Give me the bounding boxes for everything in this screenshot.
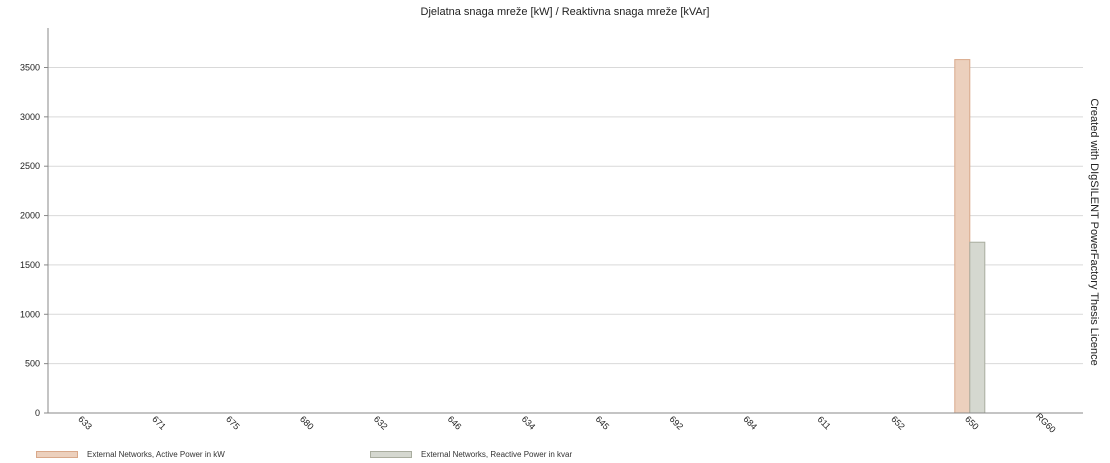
x-axis-ticks: 633 671 675 680 632 646 634 645 692 684 611 652 650 R… bbox=[76, 411, 1057, 435]
grid-lines bbox=[48, 66, 1083, 365]
y-tick-label: 3000 bbox=[20, 112, 40, 122]
legend-label-reactive-power: External Networks, Reactive Power in kva… bbox=[421, 450, 573, 459]
x-tick-label: 634 bbox=[520, 414, 538, 432]
y-tick-label: 1000 bbox=[20, 309, 40, 319]
x-tick-label: 646 bbox=[446, 414, 464, 432]
y-tick-label: 500 bbox=[25, 359, 40, 369]
y-tick-label: 2000 bbox=[20, 211, 40, 221]
legend-swatch-reactive-power bbox=[370, 451, 412, 459]
y-tick-label: 2500 bbox=[20, 161, 40, 171]
y-axis-ticks: 0 500 1000 1500 2000 2500 3000 3500 bbox=[20, 62, 48, 418]
x-tick-label: 671 bbox=[150, 414, 168, 432]
x-tick-label: 652 bbox=[889, 414, 907, 432]
x-tick-label: 680 bbox=[298, 414, 316, 432]
watermark-text: Created with DIgSILENT PowerFactory Thes… bbox=[1088, 98, 1100, 366]
x-tick-label: 650 bbox=[963, 414, 981, 432]
y-tick-label: 1500 bbox=[20, 260, 40, 270]
x-tick-label: 633 bbox=[76, 414, 94, 432]
bar-reactive-power-650 bbox=[969, 241, 986, 414]
chart-title: Djelatna snaga mreže [kW] / Reaktivna sn… bbox=[420, 6, 710, 18]
x-tick-label: 632 bbox=[372, 414, 390, 432]
legend-swatch-active-power bbox=[36, 451, 78, 459]
x-tick-label: 684 bbox=[741, 414, 759, 432]
x-tick-label: 692 bbox=[667, 414, 685, 432]
legend-item-reactive-power: External Networks, Reactive Power in kva… bbox=[370, 450, 572, 459]
bars bbox=[954, 59, 986, 414]
x-tick-label: 611 bbox=[816, 414, 833, 431]
bar-active-power-650 bbox=[954, 59, 971, 414]
x-tick-label: 645 bbox=[594, 414, 612, 432]
y-tick-label: 3500 bbox=[20, 62, 40, 72]
legend-label-active-power: External Networks, Active Power in kW bbox=[87, 450, 225, 459]
y-tick-label: 0 bbox=[35, 408, 40, 418]
x-tick-label: RG60 bbox=[1034, 411, 1058, 435]
x-tick-label: 675 bbox=[224, 414, 242, 432]
legend-item-active-power: External Networks, Active Power in kW bbox=[36, 450, 225, 459]
